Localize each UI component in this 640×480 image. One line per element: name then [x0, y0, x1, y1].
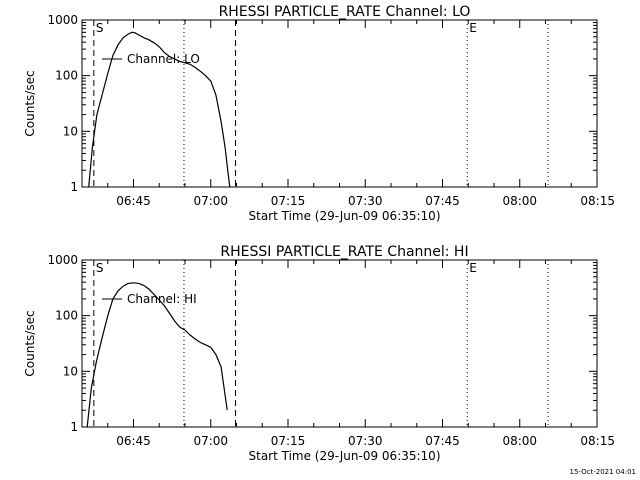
x-tick-label: 08:15 [580, 194, 615, 208]
y-tick-label: 100 [55, 309, 78, 323]
footer-timestamp: 15-Oct-2021 04:01 [570, 468, 636, 476]
x-tick-label: 08:15 [580, 434, 615, 448]
y-tick-label: 100 [55, 69, 78, 83]
x-tick-label: 07:45 [425, 194, 460, 208]
y-tick-label: 1 [70, 180, 78, 194]
start-marker: S [96, 261, 104, 275]
y-axis-label: Counts/sec [23, 70, 37, 136]
x-tick-label: 07:30 [348, 434, 383, 448]
legend-label: Channel: HI [127, 292, 197, 306]
plot-frame [81, 259, 598, 428]
start-marker: S [96, 21, 104, 35]
x-axis-label: Start Time (29-Jun-09 06:35:10) [249, 209, 441, 223]
y-axis-label: Counts/sec [23, 310, 37, 376]
chart-title: RHESSI PARTICLE_RATE Channel: LO [219, 4, 471, 20]
series-line [88, 31, 231, 188]
chart-title: RHESSI PARTICLE_RATE Channel: HI [220, 244, 468, 260]
x-tick-label: 07:15 [271, 434, 306, 448]
y-tick-label: 1000 [47, 253, 78, 267]
x-tick-label: 06:45 [116, 434, 151, 448]
y-tick-label: 1000 [47, 13, 78, 27]
x-axis-label: Start Time (29-Jun-09 06:35:10) [249, 449, 441, 463]
end-marker: E [469, 21, 477, 35]
y-tick-label: 10 [63, 364, 78, 378]
x-tick-label: 07:45 [425, 434, 460, 448]
end-marker: E [469, 261, 477, 275]
plot-frame [81, 19, 598, 188]
y-tick-label: 10 [63, 124, 78, 138]
x-tick-label: 08:00 [502, 434, 537, 448]
x-tick-label: 07:30 [348, 194, 383, 208]
x-tick-label: 07:15 [271, 194, 306, 208]
chart-panel-lo: RHESSI PARTICLE_RATE Channel: LO Counts/… [23, 4, 615, 223]
x-tick-label: 06:45 [116, 194, 151, 208]
x-tick-label: 07:00 [193, 194, 228, 208]
x-tick-label: 07:00 [193, 434, 228, 448]
x-tick-label: 08:00 [502, 194, 537, 208]
y-tick-label: 1 [70, 420, 78, 434]
series-line [86, 282, 228, 428]
chart-panel-hi: RHESSI PARTICLE_RATE Channel: HI Counts/… [23, 244, 615, 463]
